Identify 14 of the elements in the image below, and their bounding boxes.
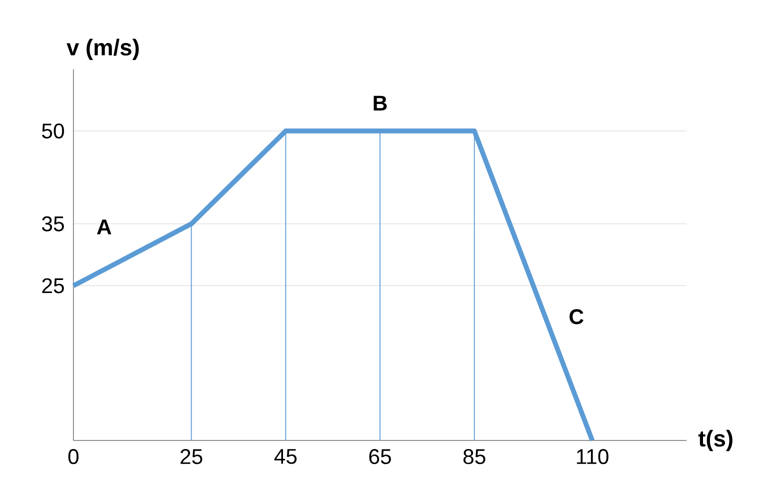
y-tick-label: 35 — [42, 216, 64, 232]
annotation: C — [570, 309, 584, 324]
x-tick-label: 85 — [463, 448, 486, 464]
x-tick-label: 0 — [68, 448, 79, 464]
y-tick-label: 50 — [42, 123, 64, 138]
y-axis-title: v (m/s) — [66, 38, 139, 60]
annotation: A — [97, 219, 112, 234]
x-tick-label: 65 — [369, 448, 391, 464]
y-tick-label: 25 — [42, 278, 64, 294]
annotation: B — [374, 96, 387, 110]
x-tick-label: 110 — [576, 448, 608, 464]
x-tick-label: 25 — [180, 448, 202, 464]
x-axis-title: t(s) — [698, 430, 732, 451]
x-tick-label: 45 — [274, 448, 297, 464]
